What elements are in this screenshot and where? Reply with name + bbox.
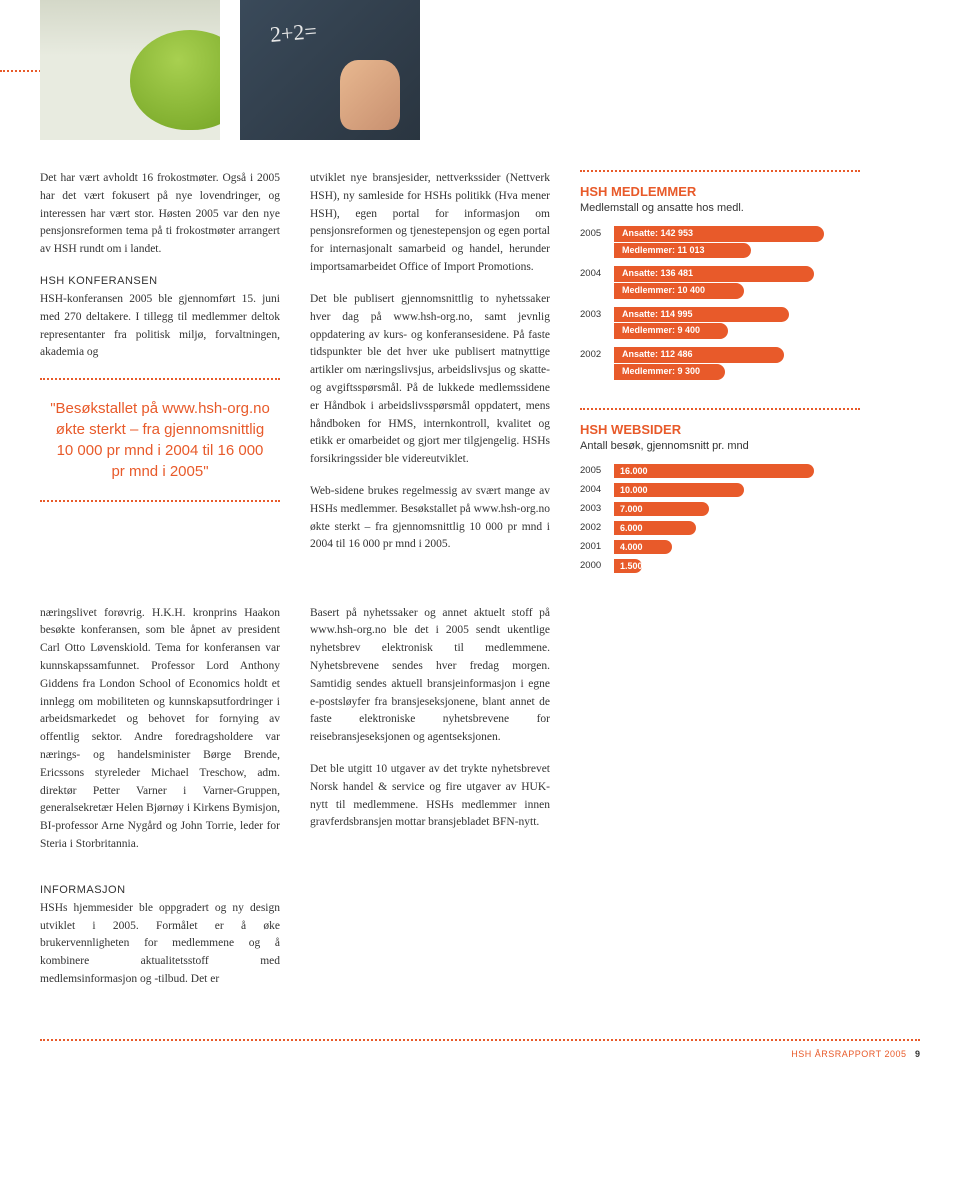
member-stat-row: 2005Ansatte: 142 953Medlemmer: 11 013 [580, 226, 860, 258]
stat-ansatte: Ansatte: 112 486 [614, 347, 784, 363]
member-stat-row: 2003Ansatte: 114 995Medlemmer: 9 400 [580, 307, 860, 339]
stat-year: 2002 [580, 347, 614, 360]
sidebar-title: HSH WEBSIDER [580, 422, 860, 437]
stat-medlemmer: Medlemmer: 10 400 [614, 283, 744, 299]
stat-year: 2002 [580, 522, 614, 533]
body-paragraph: HSH KONFERANSEN HSH-konferansen 2005 ble… [40, 273, 280, 362]
section-heading: HSH KONFERANSEN [40, 275, 158, 287]
body-text: HSHs hjemmesider ble oppgradert og ny de… [40, 902, 280, 985]
image-chalkboard [240, 0, 420, 140]
image-apple [40, 0, 220, 140]
body-paragraph: næringslivet forøvrig. H.K.H. kronprins … [40, 605, 280, 854]
stat-ansatte: Ansatte: 114 995 [614, 307, 789, 323]
members-stats-box: HSH MEDLEMMER Medlemstall og ansatte hos… [580, 170, 860, 380]
sidebar-title: HSH MEDLEMMER [580, 184, 860, 199]
stat-year: 2003 [580, 307, 614, 320]
stat-year: 2005 [580, 465, 614, 476]
stat-year: 2004 [580, 484, 614, 495]
stat-year: 2001 [580, 541, 614, 552]
visit-bar: 4.000 [614, 540, 672, 554]
column-center: utviklet nye bransjesider, nettverksside… [310, 170, 550, 601]
column-center-continued: Basert på nyhetssaker og annet aktuelt s… [310, 605, 550, 868]
body-paragraph: Basert på nyhetssaker og annet aktuelt s… [310, 605, 550, 748]
visit-stat-row: 200516.000 [580, 464, 860, 478]
stat-ansatte: Ansatte: 142 953 [614, 226, 824, 242]
visit-stat-row: 20001.500 [580, 559, 860, 573]
body-paragraph: Det har vært avholdt 16 frokostmøter. Og… [40, 170, 280, 259]
stat-ansatte: Ansatte: 136 481 [614, 266, 814, 282]
visit-stat-row: 200410.000 [580, 483, 860, 497]
stat-year: 2004 [580, 266, 614, 279]
visit-stat-row: 20037.000 [580, 502, 860, 516]
visit-stat-row: 20026.000 [580, 521, 860, 535]
visit-bar: 7.000 [614, 502, 709, 516]
page-footer: HSH ÅRSRAPPORT 2005 9 [40, 1039, 920, 1059]
member-stat-row: 2004Ansatte: 136 481Medlemmer: 10 400 [580, 266, 860, 298]
stat-medlemmer: Medlemmer: 9 400 [614, 323, 728, 339]
pullquote-box: "Besøkstallet på www.hsh-org.no økte ste… [40, 378, 280, 502]
top-image-row [40, 0, 920, 140]
sidebar-subtitle: Medlemstall og ansatte hos medl. [580, 202, 860, 214]
body-paragraph: Web-sidene brukes regelmessig av svært m… [310, 483, 550, 554]
visit-stat-row: 20014.000 [580, 540, 860, 554]
sidebar-subtitle: Antall besøk, gjennomsnitt pr. mnd [580, 440, 860, 452]
body-paragraph: Det ble publisert gjennomsnittlig to nyh… [310, 291, 550, 469]
stat-medlemmer: Medlemmer: 11 013 [614, 243, 751, 259]
websider-stats-box: HSH WEBSIDER Antall besøk, gjennomsnitt … [580, 408, 860, 573]
pullquote-text: "Besøkstallet på www.hsh-org.no økte ste… [50, 398, 270, 482]
stat-year: 2005 [580, 226, 614, 239]
body-text: HSH-konferansen 2005 ble gjennomført 15.… [40, 293, 280, 358]
body-paragraph: utviklet nye bransjesider, nettverksside… [310, 170, 550, 277]
visit-bar: 16.000 [614, 464, 814, 478]
body-paragraph: INFORMASJON HSHs hjemmesider ble oppgrad… [40, 882, 280, 989]
column-left: Det har vært avholdt 16 frokostmøter. Og… [40, 170, 280, 601]
section-heading: INFORMASJON [40, 884, 126, 896]
stat-year: 2003 [580, 503, 614, 514]
stat-year: 2000 [580, 560, 614, 571]
visit-bar: 1.500 [614, 559, 642, 573]
column-left-continued: næringslivet forøvrig. H.K.H. kronprins … [40, 605, 280, 868]
member-stat-row: 2002Ansatte: 112 486Medlemmer: 9 300 [580, 347, 860, 379]
footer-report-title: HSH ÅRSRAPPORT 2005 [791, 1049, 906, 1059]
stat-medlemmer: Medlemmer: 9 300 [614, 364, 725, 380]
column-left-info: INFORMASJON HSHs hjemmesider ble oppgrad… [40, 882, 280, 989]
visit-bar: 10.000 [614, 483, 744, 497]
footer-page-number: 9 [915, 1049, 920, 1059]
body-paragraph: Det ble utgitt 10 utgaver av det trykte … [310, 761, 550, 832]
visit-bar: 6.000 [614, 521, 696, 535]
column-sidebar: HSH MEDLEMMER Medlemstall og ansatte hos… [580, 170, 860, 601]
